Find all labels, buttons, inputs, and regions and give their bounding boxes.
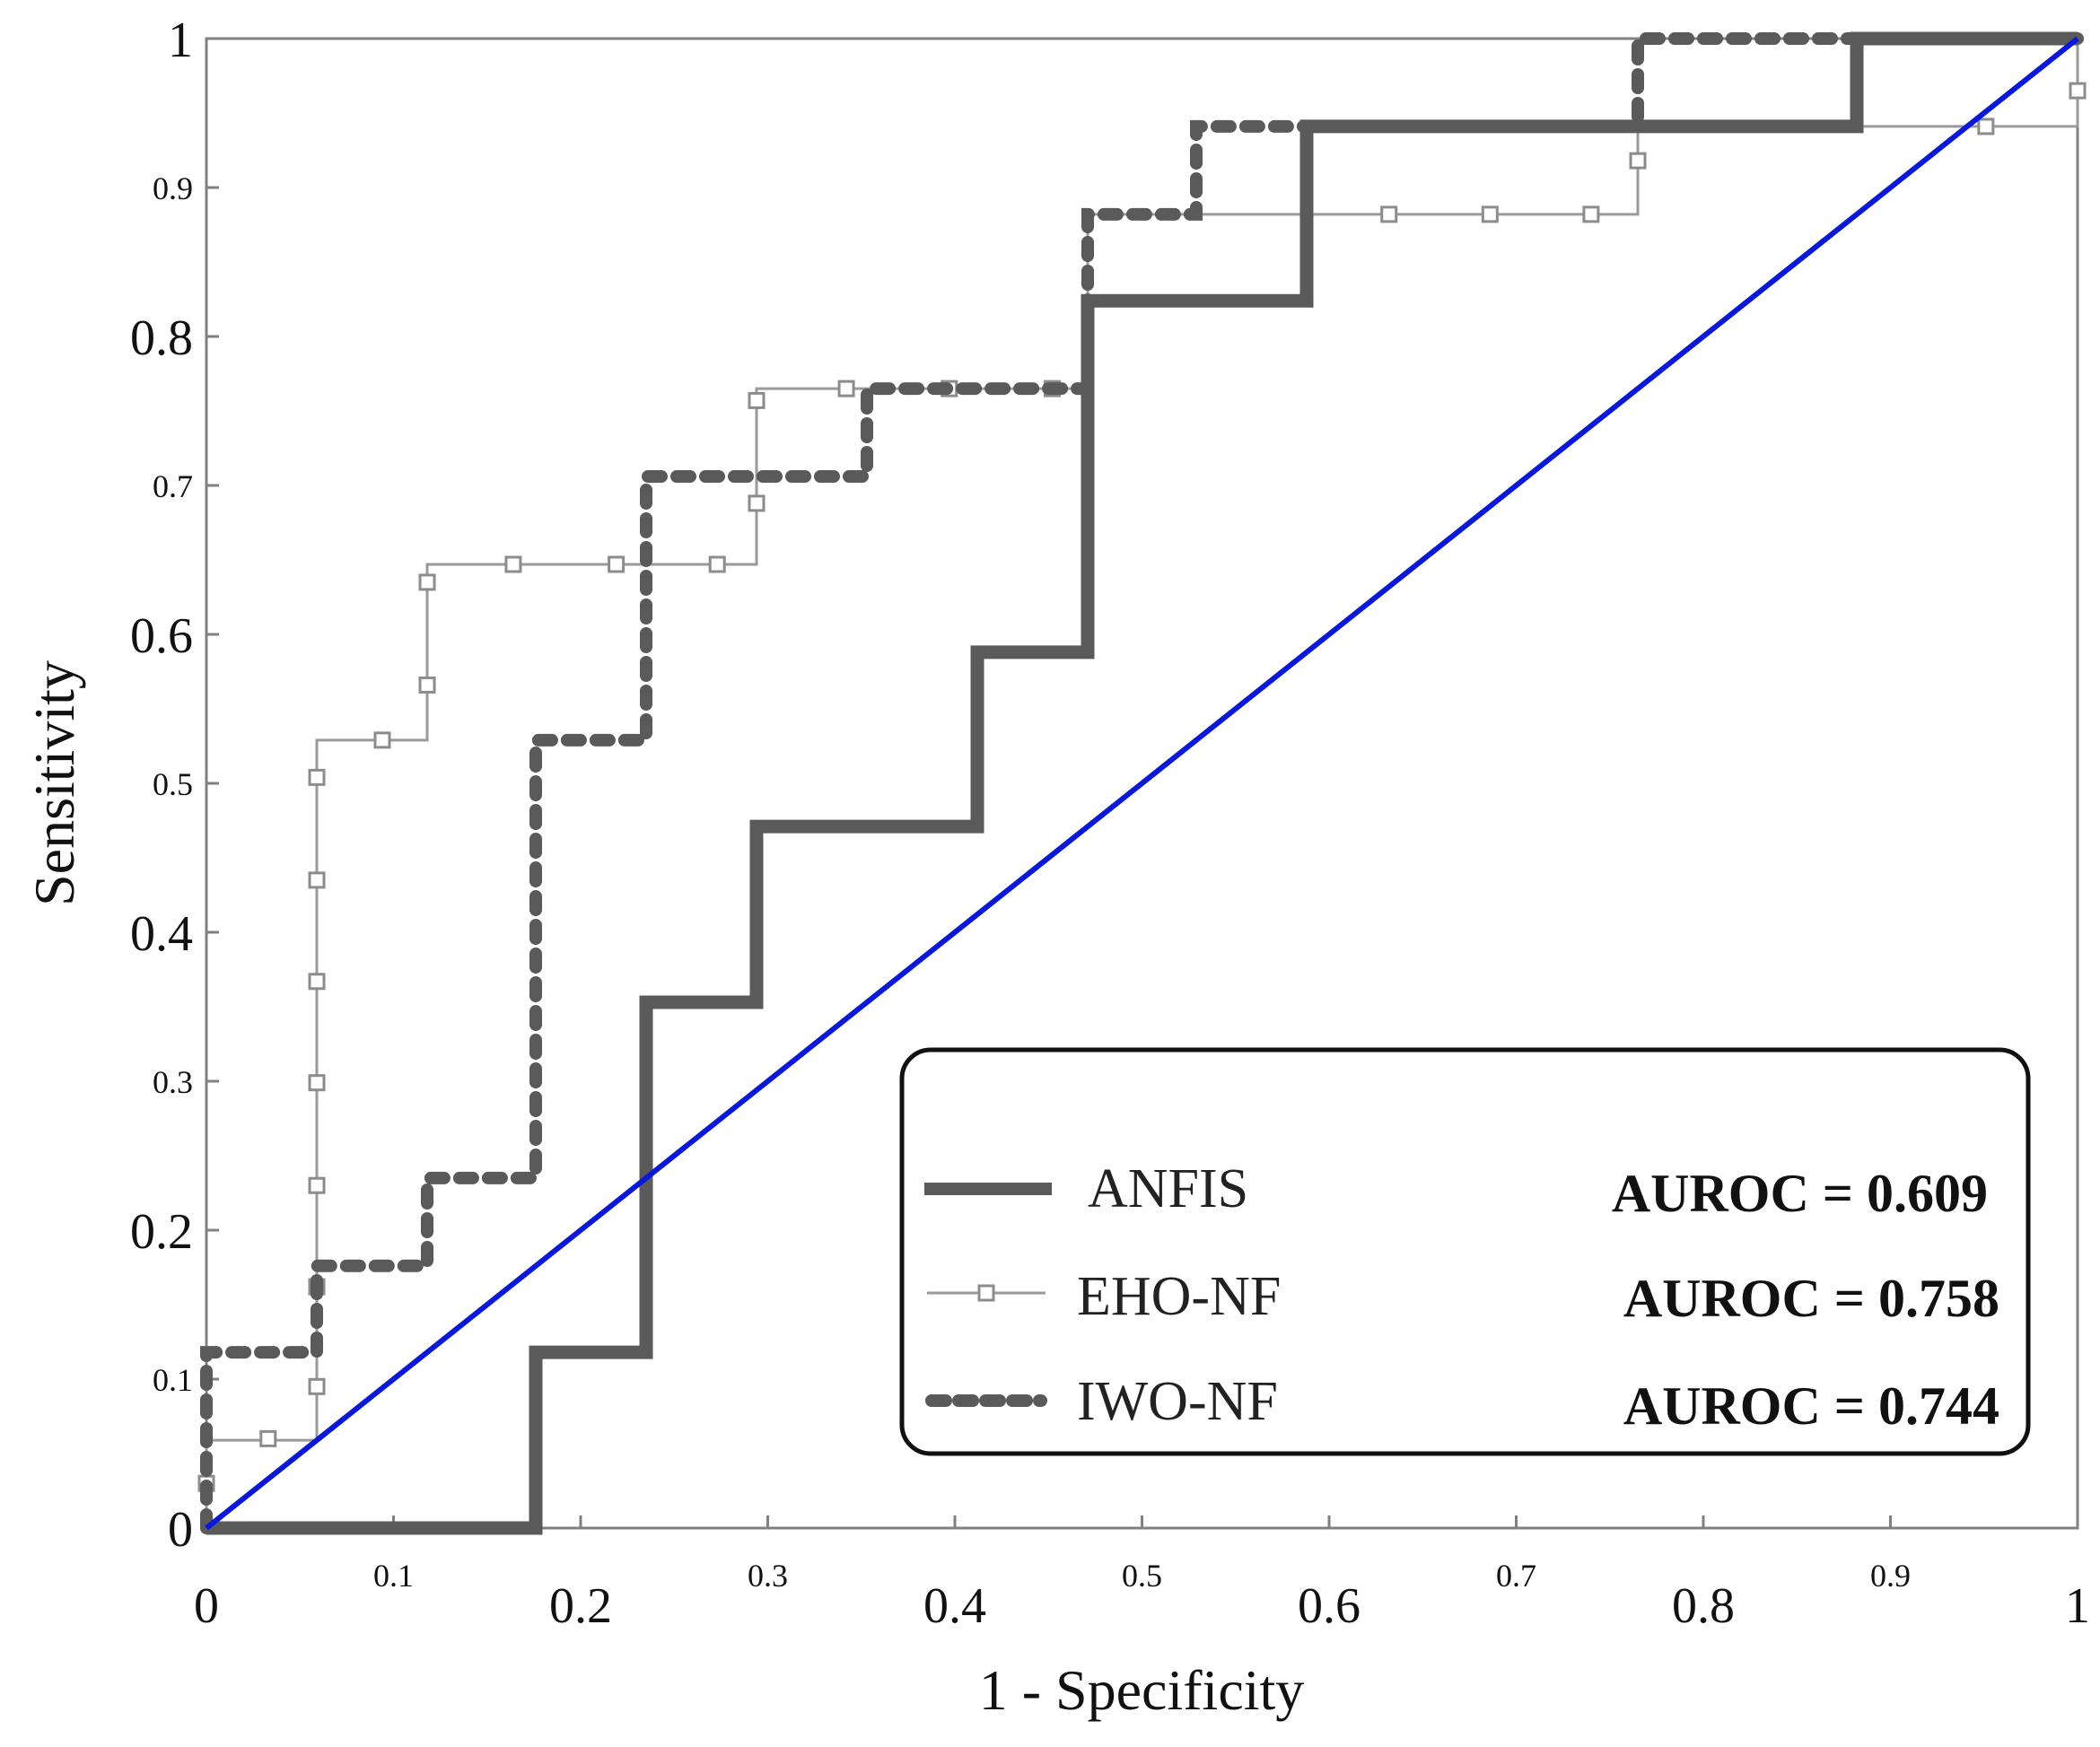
x-axis-label: 1 - Specificity (979, 1658, 1305, 1722)
x-tick-label-0-7: 0.7 (1496, 1558, 1536, 1594)
series-marker-eho-nf-21 (1481, 205, 1499, 223)
y-tick-label-0-4: 0.4 (130, 906, 193, 962)
x-tick-label-0-9: 0.9 (1870, 1558, 1911, 1594)
series-marker-eho-nf-14 (708, 555, 726, 573)
x-tick-label-1: 1 (2065, 1578, 2090, 1634)
y-tick-label-0-7: 0.7 (153, 468, 193, 504)
reference-diagonal-line (205, 36, 2079, 1531)
series-marker-eho-nf-23 (1629, 152, 1647, 170)
series-marker-eho-nf-13 (608, 555, 626, 573)
series-marker-eho-nf-15 (748, 494, 766, 512)
series-line-iwo-nf (200, 32, 2084, 1534)
series-marker-eho-nf-17 (837, 380, 855, 397)
x-tick-label-0-3: 0.3 (748, 1558, 788, 1594)
legend-label-eho-nf: EHO-NF (1077, 1266, 1281, 1327)
legend-box (899, 1047, 2031, 1456)
y-tick-label-0-5: 0.5 (153, 766, 193, 802)
series-marker-eho-nf-6 (308, 973, 326, 991)
series-marker-eho-nf-8 (308, 768, 326, 786)
series-marker-eho-nf-1 (259, 1429, 277, 1447)
x-axis-ticks: 0 0.1 0.2 0.3 0.4 0.5 0.6 0.7 0.8 0.9 1 (194, 1516, 2090, 1634)
series-marker-eho-nf-20 (1380, 205, 1398, 223)
series-marker-eho-nf-22 (1582, 205, 1600, 223)
y-axis-label: Sensitivity (22, 660, 86, 906)
legend-auroc-iwo-nf: AUROC = 0.744 (1623, 1376, 1999, 1436)
series-marker-eho-nf-12 (504, 555, 522, 573)
legend: ANFIS AUROC = 0.609 EHO-NF AUROC = 0.758… (899, 1047, 2031, 1456)
x-tick-label-0-5: 0.5 (1122, 1558, 1162, 1594)
series-marker-eho-nf-24 (1977, 118, 1995, 135)
x-tick-label-0-6: 0.6 (1298, 1578, 1361, 1634)
series-marker-eho-nf-7 (308, 871, 326, 889)
series-line-anfis (206, 31, 2078, 1535)
x-tick-label-0-2: 0.2 (549, 1578, 612, 1634)
x-tick-label-0-1: 0.1 (373, 1558, 414, 1594)
legend-auroc-eho-nf: AUROC = 0.758 (1623, 1269, 1999, 1328)
legend-label-iwo-nf: IWO-NF (1077, 1371, 1278, 1432)
series-marker-eho-nf-16 (748, 391, 766, 409)
y-tick-label-0-8: 0.8 (130, 310, 193, 366)
series-marker-eho-nf-25 (2069, 82, 2087, 100)
series-marker-eho-nf-2 (308, 1377, 326, 1395)
series-marker-eho-nf-11 (418, 573, 436, 591)
y-tick-label-0-9: 0.9 (153, 170, 193, 206)
legend-auroc-anfis: AUROC = 0.609 (1612, 1164, 1988, 1223)
legend-label-anfis: ANFIS (1088, 1158, 1248, 1219)
series-layer (197, 31, 2087, 1535)
reference-layer (205, 36, 2079, 1531)
x-tick-label-0-8: 0.8 (1672, 1578, 1735, 1634)
x-tick-label-0: 0 (194, 1578, 219, 1634)
y-tick-label-0-3: 0.3 (153, 1064, 193, 1100)
y-tick-label-1: 1 (168, 13, 193, 68)
y-tick-label-0: 0 (168, 1502, 193, 1558)
y-tick-label-0-1: 0.1 (153, 1362, 193, 1398)
y-tick-label-0-6: 0.6 (130, 608, 193, 664)
series-marker-eho-nf-5 (308, 1074, 326, 1092)
y-tick-label-0-2: 0.2 (130, 1204, 193, 1260)
series-marker-eho-nf-4 (308, 1176, 326, 1194)
legend-marker-eho-nf (977, 1284, 995, 1302)
x-tick-label-0-4: 0.4 (923, 1578, 986, 1634)
series-marker-eho-nf-10 (418, 676, 436, 694)
y-axis-ticks: 0 0.1 0.2 0.3 0.4 0.5 0.6 0.7 0.8 0.9 1 (130, 13, 219, 1558)
series-marker-eho-nf-9 (373, 731, 391, 749)
